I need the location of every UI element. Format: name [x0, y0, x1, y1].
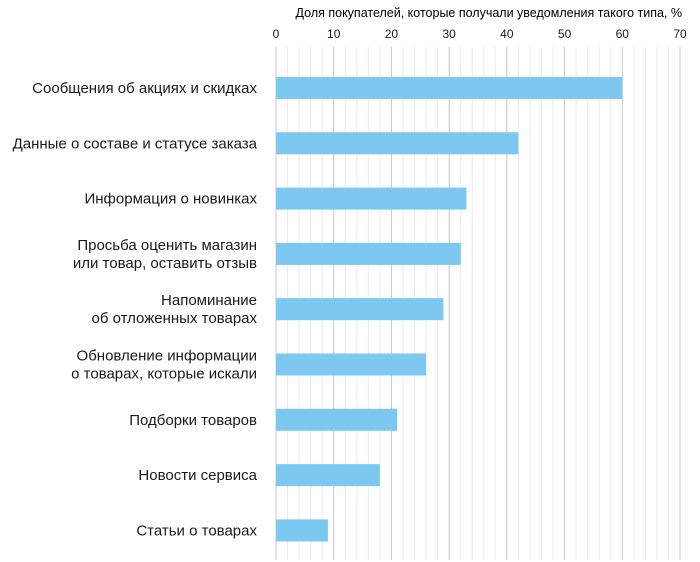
chart-title: Доля покупателей, которые получали уведо… [296, 6, 682, 20]
bar [276, 298, 444, 321]
category-label-line: Обновление информации [77, 348, 257, 365]
category-labels: Сообщения об акциях и скидках Данные о со… [13, 80, 258, 539]
x-tick-label: 0 [273, 27, 280, 41]
x-tick-label: 20 [385, 27, 399, 41]
bar [276, 187, 467, 210]
x-tick-label: 50 [558, 27, 572, 41]
category-label: Напоминание об отложенных товарах [91, 292, 257, 327]
category-label: Статьи о товарах [136, 522, 257, 539]
x-axis-ticks: 0 10 20 30 40 50 60 70 [273, 27, 687, 41]
bar [276, 132, 519, 155]
category-label-line: Информация о новинках [84, 191, 257, 208]
x-tick-label: 60 [616, 27, 630, 41]
x-tick-label: 30 [442, 27, 456, 41]
bar [276, 77, 623, 99]
category-label: Обновление информации о товарах, которые … [71, 348, 257, 383]
x-tick-label: 70 [673, 27, 687, 41]
category-label: Сообщения об акциях и скидках [32, 80, 257, 97]
category-label: Информация о новинках [84, 191, 257, 208]
category-label: Подборки товаров [129, 412, 257, 429]
category-label-line: о товарах, которые искали [71, 366, 257, 383]
category-label: Просьба оценить магазин или товар, остави… [73, 237, 257, 272]
category-label-line: Статьи о товарах [136, 522, 257, 539]
category-label-line: об отложенных товарах [91, 310, 257, 327]
bar [276, 242, 461, 265]
category-label: Данные о составе и статусе заказа [13, 135, 258, 152]
x-tick-label: 40 [500, 27, 514, 41]
category-label-line: Новости сервиса [138, 467, 257, 484]
category-label-line: Сообщения об акциях и скидках [32, 80, 257, 97]
bar [276, 464, 380, 487]
bars [276, 77, 623, 542]
category-label: Новости сервиса [138, 467, 257, 484]
category-label-line: Просьба оценить магазин [77, 237, 257, 254]
category-label-line: Напоминание [161, 292, 257, 309]
category-label-line: Подборки товаров [129, 412, 257, 429]
bar [276, 408, 398, 431]
category-label-line: или товар, оставить отзыв [73, 255, 257, 272]
x-tick-label: 10 [327, 27, 341, 41]
bar [276, 353, 427, 376]
bar [276, 519, 328, 542]
category-label-line: Данные о составе и статусе заказа [13, 135, 258, 152]
